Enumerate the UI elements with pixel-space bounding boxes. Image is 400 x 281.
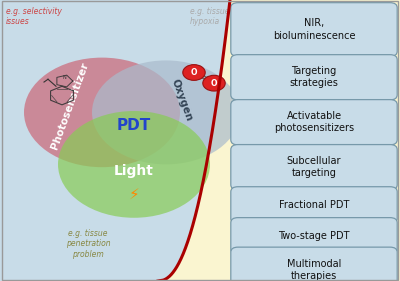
FancyBboxPatch shape bbox=[231, 187, 397, 224]
Text: Multimodal
therapies: Multimodal therapies bbox=[287, 259, 341, 281]
FancyBboxPatch shape bbox=[231, 144, 397, 190]
Text: Light: Light bbox=[114, 164, 154, 178]
Polygon shape bbox=[158, 0, 400, 281]
Text: Activatable
photosensitizers: Activatable photosensitizers bbox=[274, 111, 354, 133]
Text: e.g. selectivity
issues: e.g. selectivity issues bbox=[6, 7, 62, 26]
Circle shape bbox=[24, 58, 180, 167]
Circle shape bbox=[92, 60, 240, 164]
FancyBboxPatch shape bbox=[231, 217, 397, 255]
Text: O: O bbox=[211, 79, 217, 88]
Text: N: N bbox=[62, 75, 66, 80]
Text: Subcellular
targeting: Subcellular targeting bbox=[287, 156, 341, 178]
Text: PDT: PDT bbox=[117, 117, 151, 133]
Text: Photosensitizer: Photosensitizer bbox=[50, 60, 90, 150]
FancyBboxPatch shape bbox=[231, 3, 397, 56]
FancyBboxPatch shape bbox=[231, 55, 397, 100]
Circle shape bbox=[58, 111, 210, 218]
Text: Two-stage PDT: Two-stage PDT bbox=[278, 231, 350, 241]
Text: e.g. tissue
hypoxia: e.g. tissue hypoxia bbox=[190, 7, 230, 26]
Text: e.g. tissue
penetration
problem: e.g. tissue penetration problem bbox=[66, 229, 110, 259]
FancyBboxPatch shape bbox=[231, 247, 397, 281]
FancyBboxPatch shape bbox=[231, 100, 397, 145]
Circle shape bbox=[183, 65, 205, 80]
Text: NIR,
bioluminescence: NIR, bioluminescence bbox=[273, 18, 355, 41]
Text: ⚡: ⚡ bbox=[129, 186, 139, 201]
Text: Targeting
strategies: Targeting strategies bbox=[290, 66, 338, 89]
Text: Oxygen: Oxygen bbox=[170, 77, 194, 122]
Text: Fractional PDT: Fractional PDT bbox=[279, 200, 349, 210]
Text: O: O bbox=[191, 68, 197, 77]
Circle shape bbox=[203, 75, 225, 91]
